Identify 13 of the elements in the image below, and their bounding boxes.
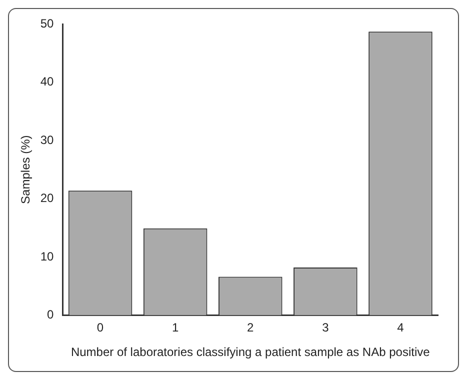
x-tick-label: 3 xyxy=(322,320,330,335)
x-tick-label: 4 xyxy=(397,320,404,335)
x-axis-title: Number of laboratories classifying a patient sample as NAb positive xyxy=(70,345,430,360)
y-tick-label: 20 xyxy=(40,191,54,206)
y-tick-label: 10 xyxy=(40,249,54,264)
x-tick-label: 0 xyxy=(96,320,104,335)
y-tick-label: 50 xyxy=(40,16,54,30)
x-tick-label: 2 xyxy=(247,320,254,335)
y-tick-label: 40 xyxy=(40,74,54,89)
x-tick-label: 1 xyxy=(172,320,179,335)
y-tick-label: 0 xyxy=(47,308,54,322)
y-tick-label: 30 xyxy=(40,132,54,147)
y-axis-title: Samples (%) xyxy=(18,135,33,204)
